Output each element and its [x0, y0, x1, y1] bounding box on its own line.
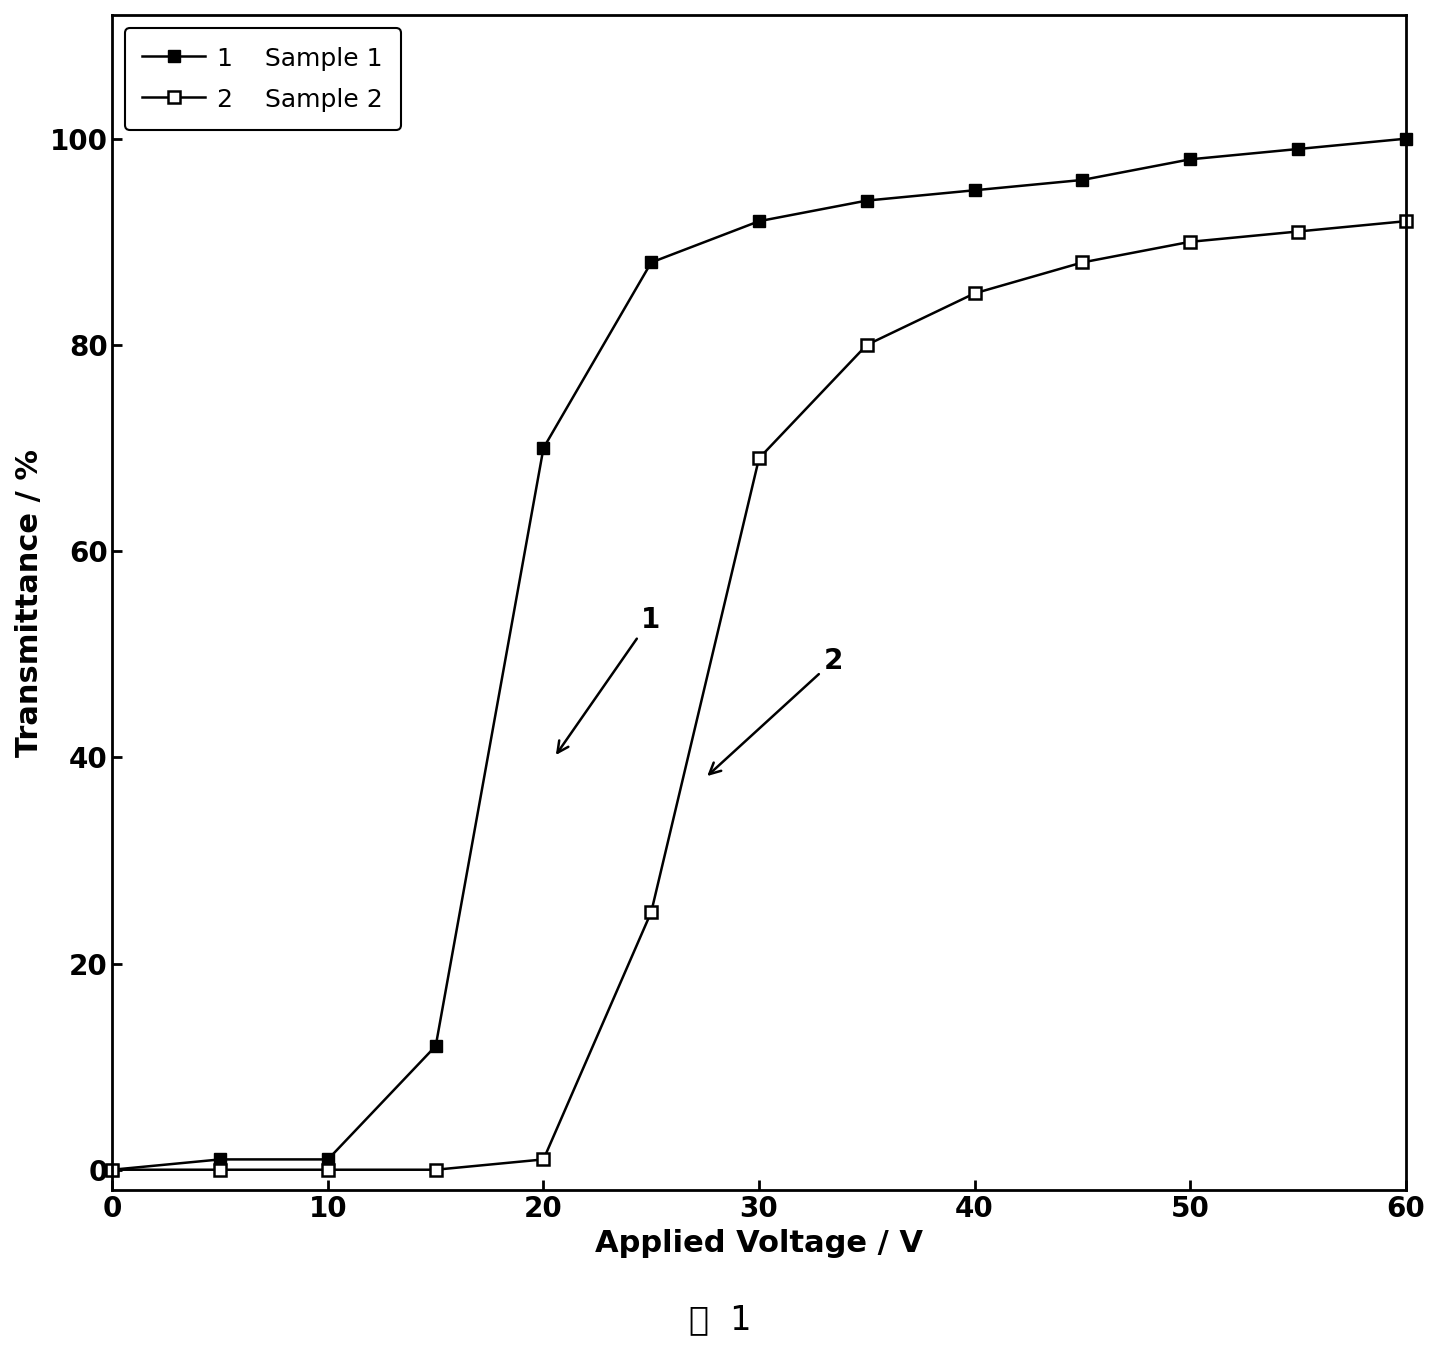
Text: 2: 2 — [710, 647, 842, 774]
Legend: 1    Sample 1, 2    Sample 2: 1 Sample 1, 2 Sample 2 — [125, 27, 400, 130]
X-axis label: Applied Voltage / V: Applied Voltage / V — [595, 1229, 923, 1258]
Text: 图  1: 图 1 — [688, 1304, 752, 1336]
Y-axis label: Transmittance / %: Transmittance / % — [14, 448, 45, 757]
Text: 1: 1 — [557, 605, 660, 753]
